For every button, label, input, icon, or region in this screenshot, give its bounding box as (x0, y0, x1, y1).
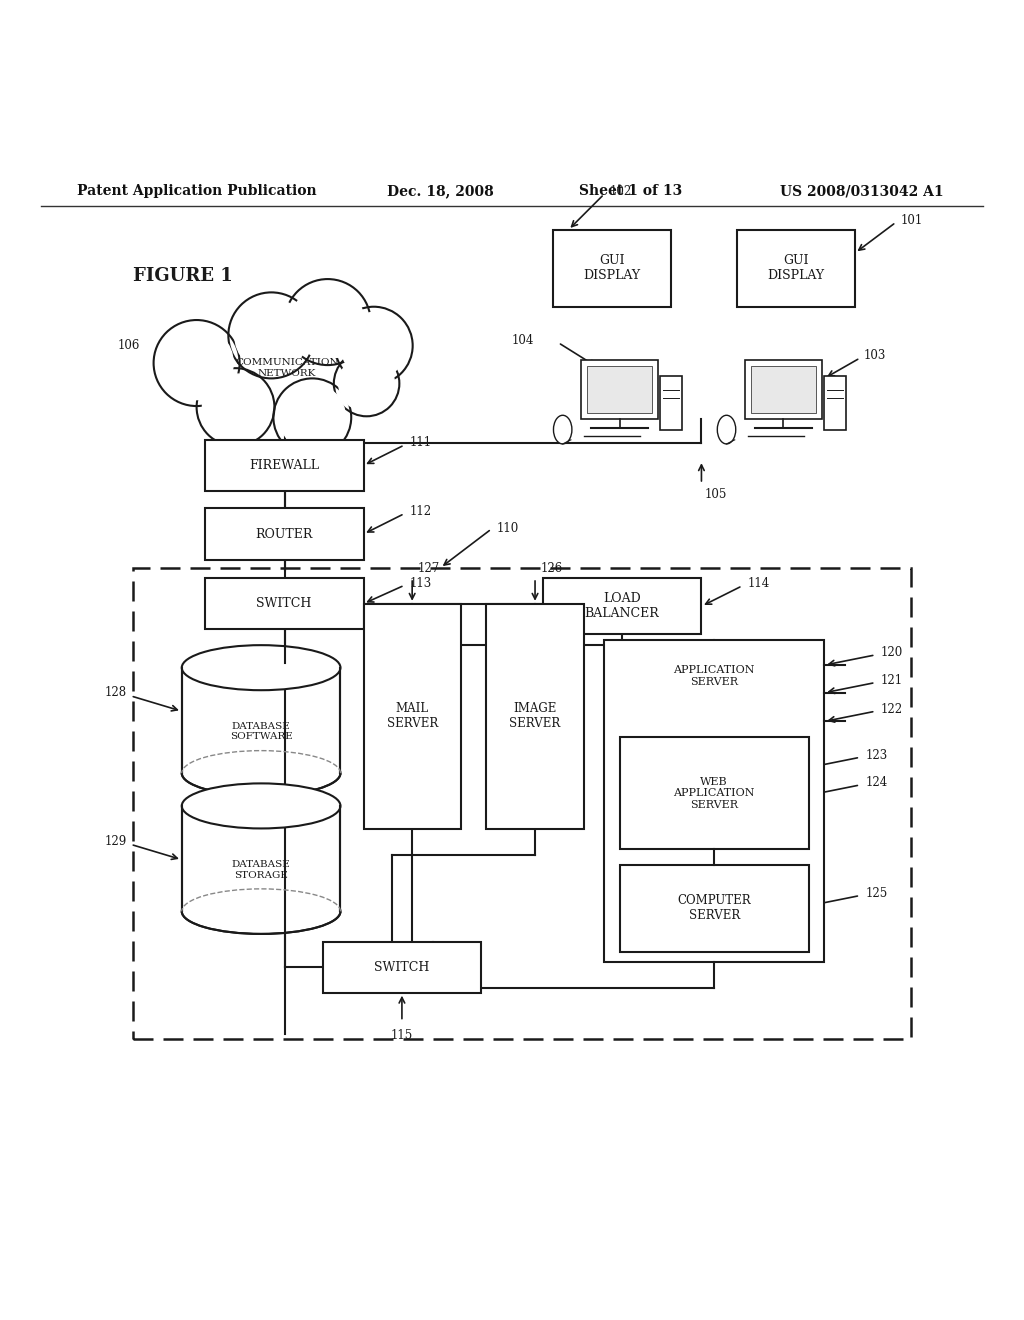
Bar (620, 737, 809, 850)
Ellipse shape (717, 416, 735, 444)
Circle shape (285, 279, 371, 366)
Text: COMMUNICATION
NETWORK: COMMUNICATION NETWORK (234, 359, 339, 378)
Text: 106: 106 (118, 339, 140, 352)
Text: 104: 104 (512, 334, 535, 347)
Text: FIREWALL: FIREWALL (249, 459, 319, 473)
Bar (752, 366, 815, 413)
Text: 123: 123 (865, 748, 888, 762)
Text: 115: 115 (391, 1028, 413, 1041)
Ellipse shape (182, 888, 340, 935)
Text: COMPUTER
SERVER: COMPUTER SERVER (678, 895, 751, 923)
Circle shape (273, 379, 351, 457)
Text: SWITCH: SWITCH (256, 597, 312, 610)
Bar (133, 568, 911, 1039)
Text: 101: 101 (901, 214, 924, 227)
Text: SWITCH: SWITCH (374, 961, 430, 974)
Circle shape (234, 298, 308, 372)
Bar (364, 603, 461, 829)
Bar (604, 639, 824, 962)
Text: 105: 105 (705, 488, 727, 502)
Text: IMAGE
SERVER: IMAGE SERVER (509, 702, 561, 730)
Text: GUI
DISPLAY: GUI DISPLAY (768, 255, 824, 282)
Text: Sheet 1 of 13: Sheet 1 of 13 (579, 183, 682, 198)
Bar (205, 578, 364, 630)
Bar (582, 360, 657, 420)
Text: APPLICATION
SERVER: APPLICATION SERVER (674, 665, 755, 686)
Text: 125: 125 (865, 887, 888, 900)
Circle shape (341, 313, 407, 379)
Bar (205, 508, 364, 560)
Ellipse shape (182, 783, 340, 829)
Circle shape (291, 285, 365, 359)
Text: DATABASE
STORAGE: DATABASE STORAGE (231, 861, 291, 879)
Bar (486, 603, 584, 829)
Text: 121: 121 (881, 675, 903, 686)
Bar (737, 230, 855, 306)
Text: 102: 102 (609, 185, 632, 198)
Circle shape (197, 368, 274, 446)
Bar (823, 376, 846, 429)
Bar (323, 941, 481, 993)
Text: WEB
APPLICATION
SERVER: WEB APPLICATION SERVER (674, 776, 755, 809)
Text: 114: 114 (748, 577, 770, 590)
Circle shape (335, 306, 413, 384)
Bar (553, 230, 671, 306)
Circle shape (160, 326, 233, 400)
Circle shape (334, 351, 399, 416)
Text: 129: 129 (104, 834, 127, 847)
Text: 111: 111 (410, 437, 432, 449)
Text: GUI
DISPLAY: GUI DISPLAY (584, 255, 640, 282)
Text: Dec. 18, 2008: Dec. 18, 2008 (387, 183, 494, 198)
Text: 120: 120 (881, 647, 903, 659)
Circle shape (203, 374, 268, 440)
Text: 124: 124 (865, 776, 888, 789)
Text: 110: 110 (497, 523, 519, 536)
Text: MAIL
SERVER: MAIL SERVER (386, 702, 438, 730)
Circle shape (154, 319, 240, 407)
Ellipse shape (553, 416, 571, 444)
Circle shape (339, 355, 394, 412)
Text: 127: 127 (418, 562, 439, 576)
Ellipse shape (182, 645, 340, 690)
Bar (588, 366, 652, 413)
Ellipse shape (182, 751, 340, 796)
Text: ROUTER: ROUTER (255, 528, 313, 541)
Text: Patent Application Publication: Patent Application Publication (77, 183, 316, 198)
Bar (205, 440, 364, 491)
Bar (620, 865, 809, 952)
Text: 126: 126 (541, 562, 562, 576)
Bar (659, 376, 682, 429)
Circle shape (228, 293, 314, 379)
Text: 122: 122 (881, 702, 903, 715)
Bar (543, 578, 701, 635)
Text: 128: 128 (104, 686, 127, 700)
Bar (182, 668, 340, 774)
Text: LOAD
BALANCER: LOAD BALANCER (585, 593, 659, 620)
Text: 113: 113 (410, 577, 432, 590)
Circle shape (280, 384, 345, 450)
Text: US 2008/0313042 A1: US 2008/0313042 A1 (780, 183, 944, 198)
Bar (745, 360, 821, 420)
Text: 103: 103 (863, 350, 886, 363)
Text: 112: 112 (410, 506, 432, 517)
Text: FIGURE 1: FIGURE 1 (133, 267, 232, 285)
Text: DATABASE
SOFTWARE: DATABASE SOFTWARE (229, 722, 293, 742)
Bar (182, 807, 340, 911)
